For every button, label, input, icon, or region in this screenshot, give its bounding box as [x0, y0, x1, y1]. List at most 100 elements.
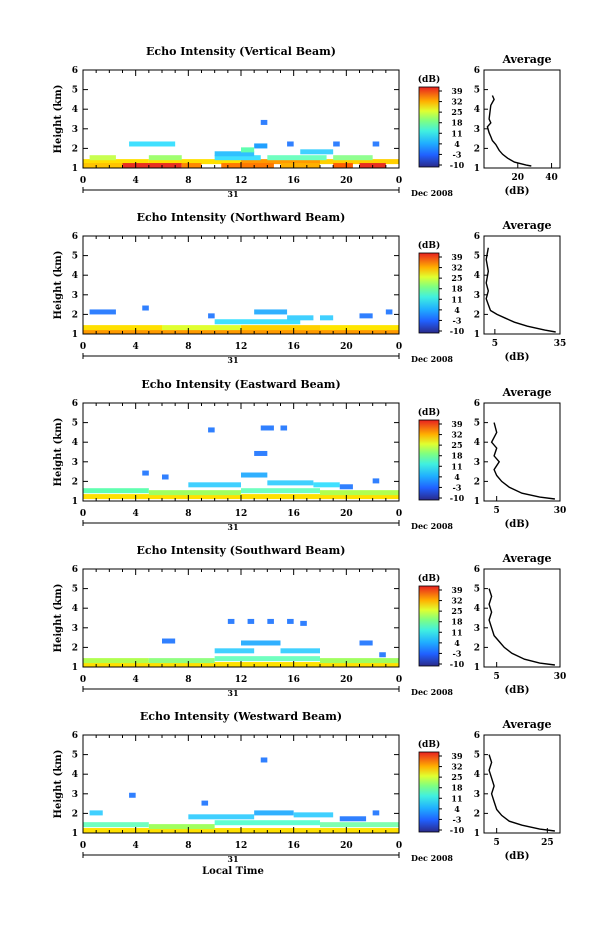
colorbar-tick-label: 18 [451, 617, 463, 627]
x-tick-label: 12 [235, 841, 248, 851]
panel-title: Echo Intensity (Eastward Beam) [141, 378, 340, 391]
x-tick-label: 16 [287, 675, 300, 685]
colorbar-tick-label: -3 [453, 648, 462, 658]
heatmap-cell [214, 820, 320, 826]
x-axis-label: Local Time [202, 866, 264, 877]
heatmap-cell [359, 640, 373, 646]
heatmap-cell [260, 119, 268, 125]
x-tick-label: 0 [396, 342, 402, 352]
average-y-tick-label: 2 [474, 643, 480, 653]
average-y-tick-label: 2 [474, 310, 480, 320]
y-tick-label: 6 [72, 565, 78, 575]
heatmap-cell [267, 155, 327, 161]
heatmap-cell [89, 309, 116, 315]
heatmap-cell [89, 810, 103, 816]
x-tick-label: 0 [396, 841, 402, 851]
average-y-tick-label: 4 [474, 604, 480, 614]
y-tick-label: 1 [72, 330, 78, 340]
y-axis-label: Height (km) [53, 251, 64, 320]
y-tick-label: 1 [72, 497, 78, 507]
colorbar-tick-label: 4 [454, 638, 460, 648]
heatmap-cell [83, 658, 149, 664]
x-tick-label: 8 [185, 675, 191, 685]
average-y-tick-label: 5 [474, 751, 480, 761]
panel-title: Echo Intensity (Vertical Beam) [146, 45, 336, 58]
panel-2: Echo Intensity (Eastward Beam) Height (km… [53, 378, 566, 532]
colorbar-unit: (dB) [418, 74, 440, 85]
average-x-tick-label: 5 [494, 506, 500, 516]
colorbar-tick-label: 25 [451, 772, 462, 782]
average-y-tick-label: 1 [474, 663, 480, 673]
colorbar-tick-label: 4 [454, 139, 460, 149]
heatmap-cell [214, 648, 255, 654]
heatmap-cell [287, 141, 294, 147]
average-y-tick-label: 3 [474, 458, 480, 468]
heatmap-cell [148, 658, 215, 664]
average-y-tick-label: 3 [474, 790, 480, 800]
y-tick-label: 3 [72, 291, 78, 301]
x-tick-label: 8 [185, 841, 191, 851]
average-x-label: (dB) [505, 352, 530, 363]
heatmap-cell [339, 816, 367, 822]
y-tick-label: 6 [72, 399, 78, 409]
colorbar-tick-label: -10 [450, 825, 465, 835]
heatmap-cell [148, 155, 182, 161]
colorbar-tick-label: 25 [451, 606, 462, 616]
y-tick-label: 6 [72, 731, 78, 741]
colorbar-unit: (dB) [418, 739, 440, 750]
colorbar-tick-label: 11 [451, 461, 462, 471]
heatmap-cells [83, 119, 399, 169]
y-tick-label: 6 [72, 66, 78, 76]
heatmap-cell [162, 474, 169, 480]
heatmap-cell [267, 480, 314, 486]
colorbar-tick-label: -3 [453, 814, 462, 824]
average-frame [483, 734, 561, 834]
heatmap-cell [227, 618, 235, 624]
colorbar-tick-label: 39 [451, 419, 463, 429]
colorbar-unit: (dB) [418, 573, 440, 584]
average-y-tick-label: 3 [474, 125, 480, 135]
average-title: Average [501, 718, 551, 731]
y-tick-label: 4 [72, 604, 78, 614]
heatmap-cell [208, 427, 215, 433]
average-profile-line [488, 754, 555, 832]
colorbar-tick-label: -10 [450, 160, 465, 170]
heatmap-cell [241, 488, 320, 494]
average-title: Average [501, 552, 551, 565]
y-tick-label: 5 [72, 751, 78, 761]
y-tick-label: 1 [72, 663, 78, 673]
average-profile-line [488, 588, 555, 666]
colorbar-tick-label: 32 [451, 430, 462, 440]
x-tick-label: 20 [340, 841, 353, 851]
heatmap-cell [287, 618, 294, 624]
y-tick-label: 2 [72, 809, 78, 819]
x-tick-label: 16 [287, 176, 300, 186]
colorbar-tick-label: 25 [451, 107, 462, 117]
heatmap-cell [89, 155, 116, 161]
colorbar-tick-label: 39 [451, 751, 463, 761]
heatmap-cell [181, 163, 202, 169]
heatmap-cell [241, 325, 320, 331]
y-tick-label: 2 [72, 643, 78, 653]
average-y-tick-label: 1 [474, 164, 480, 174]
x-tick-label: 4 [133, 176, 139, 186]
y-tick-label: 4 [72, 438, 78, 448]
colorbar-tick-label: -3 [453, 315, 462, 325]
day-label: 31 [227, 854, 238, 864]
average-y-tick-label: 5 [474, 252, 480, 262]
heatmap-cell [333, 141, 340, 147]
panel-title: Echo Intensity (Northward Beam) [137, 211, 346, 224]
heatmap-cell [260, 757, 268, 763]
x-tick-label: 8 [185, 509, 191, 519]
x-tick-label: 4 [133, 342, 139, 352]
y-axis-label: Height (km) [53, 418, 64, 487]
colorbar-tick-label: 32 [451, 596, 462, 606]
heatmap-cell [300, 620, 307, 626]
x-tick-label: 12 [235, 675, 248, 685]
y-tick-label: 1 [72, 164, 78, 174]
x-tick-label: 0 [396, 675, 402, 685]
average-y-tick-label: 3 [474, 624, 480, 634]
average-x-label: (dB) [505, 519, 530, 530]
colorbar [418, 86, 440, 168]
